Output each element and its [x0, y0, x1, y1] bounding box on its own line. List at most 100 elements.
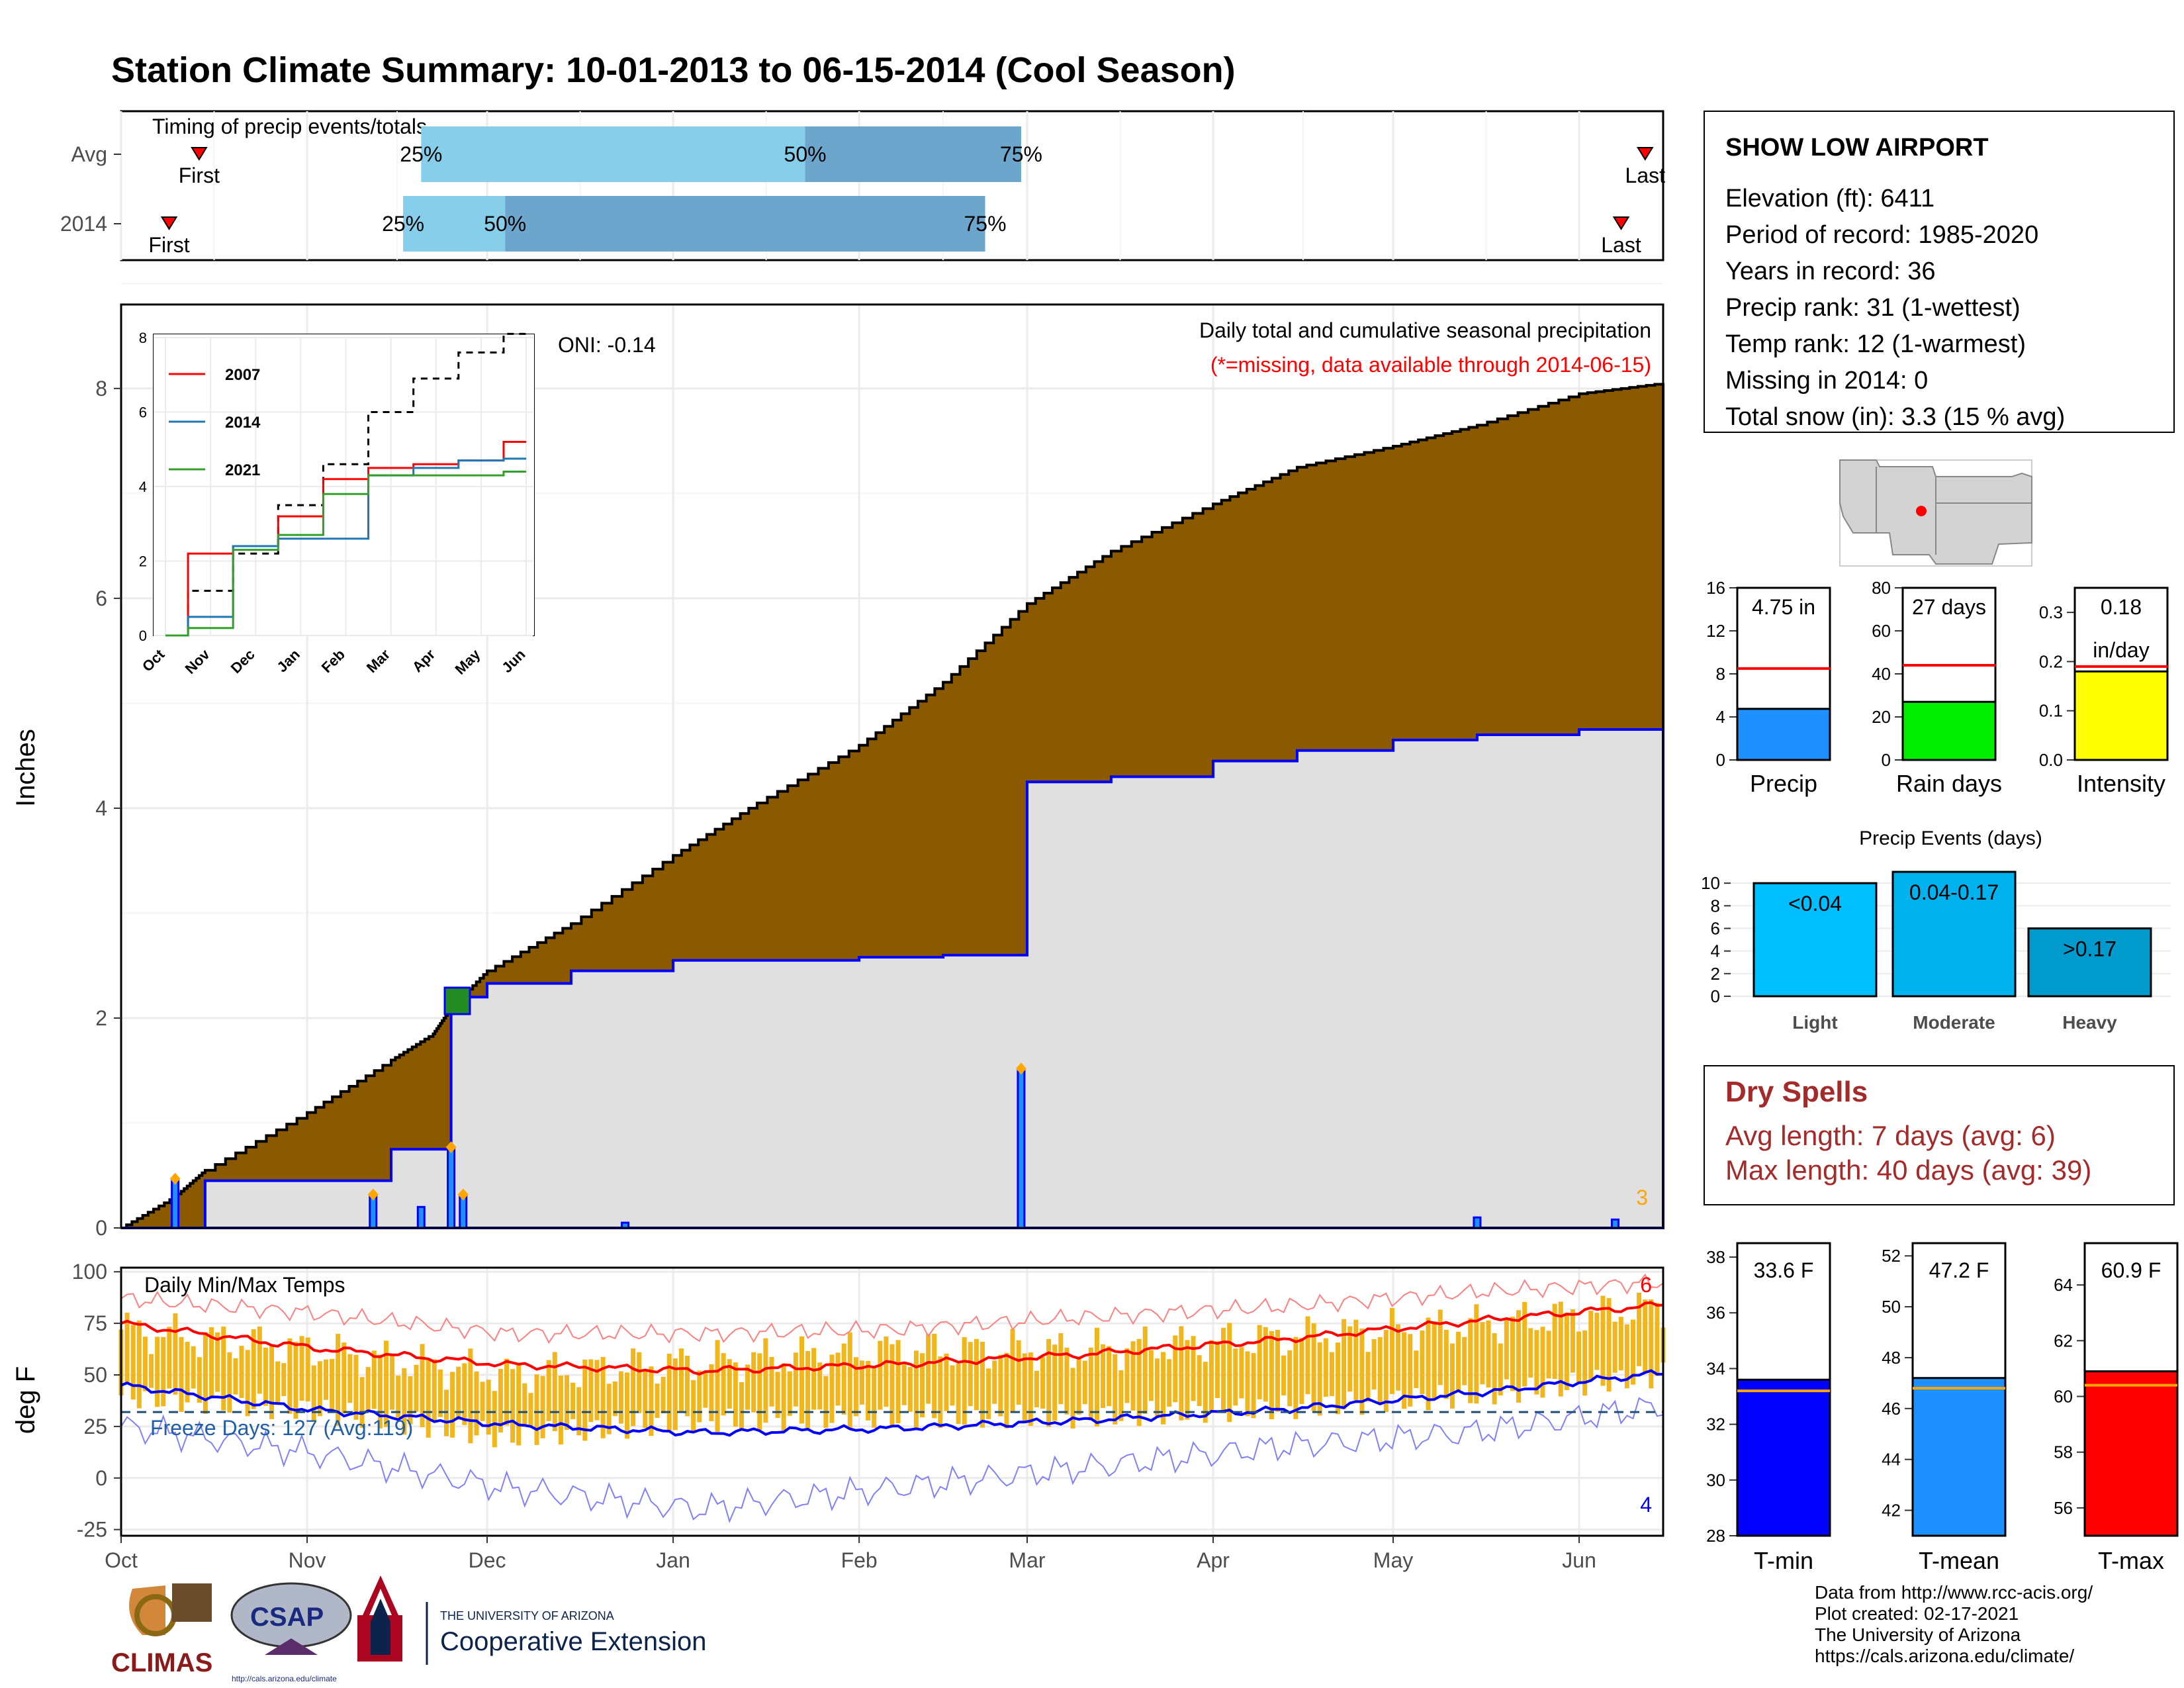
daily-temp-bar — [1251, 1352, 1256, 1419]
station-info-line: Total snow (in): 3.3 (15 % avg) — [1725, 403, 2065, 431]
daily-temp-bar — [1233, 1348, 1238, 1406]
daily-temp-bar — [1317, 1342, 1322, 1416]
daily-temp-bar — [317, 1361, 322, 1417]
daily-temp-bar — [956, 1363, 961, 1425]
temps-title: Daily Min/Max Temps — [144, 1273, 345, 1297]
csap-url: http://cals.arizona.edu/climate — [232, 1674, 337, 1683]
daily-temp-bar — [1245, 1351, 1250, 1417]
oni-value: ONI: -0.14 — [558, 333, 656, 357]
daily-temp-bar — [570, 1382, 576, 1419]
daily-precip-marker — [457, 1188, 469, 1201]
daily-temp-bar — [685, 1355, 690, 1417]
climas-block — [172, 1583, 212, 1622]
daily-temp-bar — [371, 1350, 377, 1409]
daily-precip-bar — [171, 1180, 180, 1229]
inset-ytick-label: 0 — [139, 628, 147, 644]
daily-temp-bar — [1257, 1325, 1262, 1399]
temp-summary-tick-label: 38 — [1706, 1247, 1725, 1267]
daily-temp-bar — [1582, 1330, 1588, 1396]
timing-row-label: 2014 — [60, 212, 107, 236]
temp-summary-label: T-mean — [1919, 1547, 1999, 1574]
temp-summary-tick-label: 42 — [1882, 1501, 1901, 1521]
temp-summary-tick-label: 48 — [1882, 1348, 1901, 1368]
precip-ytick-label: 6 — [95, 586, 107, 610]
daily-temp-bar — [167, 1327, 172, 1389]
daily-temp-bar — [504, 1358, 509, 1426]
summary-bar-value: 0.18 — [2101, 595, 2142, 619]
daily-temp-bar — [980, 1342, 985, 1428]
temp-summary-tick-label: 44 — [1882, 1450, 1901, 1470]
daily-temp-bar — [974, 1338, 979, 1411]
precip-missing-note: (*=missing, data available through 2014-… — [1210, 353, 1651, 377]
temp-summary-fill — [2083, 1370, 2179, 1537]
daily-temp-bar — [1462, 1336, 1467, 1385]
inset-ytick-label: 6 — [139, 404, 147, 421]
daily-temp-bar — [1305, 1316, 1310, 1395]
daily-temp-bar — [1311, 1323, 1316, 1411]
events-tick-label: 6 — [1711, 919, 1720, 939]
daily-temp-bar — [1197, 1355, 1202, 1407]
daily-precip-bar — [1610, 1218, 1619, 1229]
summary-bar-tick-label: 8 — [1716, 664, 1725, 684]
daily-temp-bar — [1377, 1336, 1383, 1405]
temp-summary-tick-label: 52 — [1882, 1246, 1901, 1266]
daily-temp-bar — [811, 1348, 817, 1410]
first-event-marker — [160, 216, 178, 230]
avg-min-line — [120, 1369, 1664, 1437]
summary-bar-tick-label: 0.2 — [2039, 651, 2063, 671]
daily-temp-bar — [1402, 1332, 1407, 1409]
daily-temp-bar — [817, 1362, 823, 1410]
station-frame — [1704, 111, 2175, 433]
footer-line: https://cals.arizona.edu/climate/ — [1815, 1646, 2074, 1666]
daily-temp-bar — [1191, 1336, 1196, 1401]
daily-temp-bar — [1637, 1292, 1642, 1366]
daily-temp-bar — [655, 1383, 660, 1418]
events-bar-inner-label: 0.04-0.17 — [1909, 880, 1999, 904]
daily-temp-bar — [414, 1364, 419, 1412]
daily-temp-bar — [1408, 1334, 1413, 1407]
daily-temp-bar — [1016, 1340, 1021, 1405]
daily-temp-bar — [203, 1332, 208, 1414]
daily-temp-bar — [829, 1354, 835, 1423]
summary-bar-tick-label: 0.3 — [2039, 602, 2063, 622]
daily-temp-bar — [1287, 1350, 1293, 1407]
events-title: Precip Events (days) — [1859, 827, 2042, 849]
daily-temp-bar — [1624, 1324, 1629, 1389]
daily-temp-bar — [1426, 1317, 1431, 1411]
temp-summary-value: 60.9 F — [2101, 1258, 2161, 1282]
daily-temp-bar — [1167, 1359, 1172, 1407]
daily-temp-bar — [426, 1358, 431, 1438]
daily-temp-bar — [209, 1327, 214, 1398]
daily-temp-bar — [130, 1325, 136, 1400]
daily-temp-bar — [1552, 1303, 1557, 1379]
daily-precip-marker — [367, 1188, 379, 1201]
daily-temp-bar — [666, 1353, 672, 1432]
daily-temp-bar — [805, 1351, 811, 1429]
daily-temp-bar — [420, 1344, 425, 1428]
daily-precip-marker — [1015, 1062, 1026, 1075]
freeze-days: Freeze Days: 127 (Avg:119) — [150, 1416, 413, 1440]
daily-temp-bar — [841, 1343, 846, 1415]
temps-corner-bottom: 4 — [1640, 1493, 1652, 1517]
daily-temp-bar — [763, 1338, 768, 1423]
daily-temp-bar — [383, 1340, 388, 1427]
daily-temp-bar — [480, 1382, 485, 1421]
timing-p75-label: 75% — [1000, 142, 1042, 166]
daily-temp-bar — [582, 1359, 588, 1441]
footer-line: The University of Arizona — [1815, 1624, 2021, 1645]
events-bar — [2027, 927, 2152, 998]
daily-temp-bar — [1383, 1329, 1388, 1413]
footer: Data from http://www.rcc-acis.org/Plot c… — [1815, 1582, 2093, 1666]
season-cumulative-area — [121, 728, 1664, 1229]
daily-temp-bar — [1107, 1346, 1112, 1407]
month-tick-label: May — [1373, 1548, 1413, 1572]
daily-temp-bar — [227, 1352, 232, 1413]
daily-temp-bar — [1323, 1338, 1328, 1397]
daily-temp-bar — [275, 1361, 281, 1405]
daily-temp-bar — [462, 1363, 467, 1425]
daily-temp-bar — [432, 1359, 437, 1422]
events-tick-label: 10 — [1701, 873, 1720, 893]
daily-temp-bar — [402, 1368, 407, 1435]
daily-temp-bar — [1606, 1297, 1612, 1392]
daily-temp-bar — [1630, 1319, 1635, 1385]
